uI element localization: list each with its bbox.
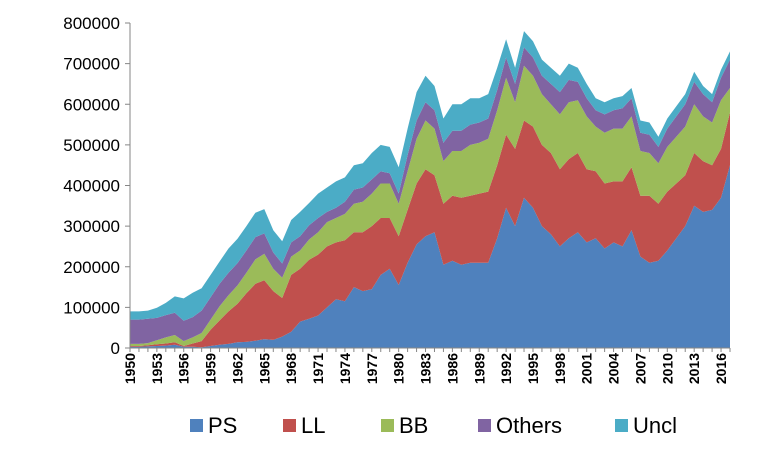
x-tick-label: 1962 — [230, 353, 246, 384]
legend-label: Others — [496, 413, 562, 438]
x-tick-label: 2001 — [579, 353, 595, 384]
legend-item-bb: BB — [381, 413, 428, 438]
legend-swatch — [615, 419, 628, 432]
y-tick-label: 700000 — [63, 55, 120, 74]
x-tick-label: 1995 — [525, 353, 541, 384]
x-tick-label: 1986 — [444, 353, 460, 384]
x-tick-label: 1989 — [471, 353, 487, 384]
y-tick-label: 600000 — [63, 95, 120, 114]
y-tick-label: 200000 — [63, 258, 120, 277]
x-tick-label: 1998 — [552, 353, 568, 384]
legend-label: Uncl — [633, 413, 677, 438]
x-tick-label: 1983 — [418, 353, 434, 384]
area-series-ll — [130, 112, 730, 348]
axes-layer: 0 100000 200000 300000 400000 500000 600000 700… — [63, 14, 731, 384]
area-series-others — [130, 47, 730, 344]
x-tick-label: 2016 — [713, 353, 729, 384]
x-tick-label: 2007 — [632, 353, 648, 384]
legend-label: BB — [399, 413, 428, 438]
legend-swatch — [478, 419, 491, 432]
x-tick-label: 2010 — [659, 353, 675, 384]
x-tick-label: 2004 — [606, 353, 622, 384]
legend-item-others: Others — [478, 413, 562, 438]
x-tick-label: 1968 — [283, 353, 299, 384]
x-tick-label: 1959 — [203, 353, 219, 384]
area-series-bb — [130, 65, 730, 346]
legend-item-ll: LL — [283, 413, 325, 438]
area-series-ps — [130, 165, 730, 348]
y-tick-label: 500000 — [63, 136, 120, 155]
legend: PS LL BB Others Uncl — [190, 413, 677, 438]
area-series-uncl — [130, 31, 730, 321]
legend-swatch — [381, 419, 394, 432]
legend-label: LL — [301, 413, 325, 438]
x-tick-label: 1950 — [122, 353, 138, 384]
x-tick-label: 1956 — [176, 353, 192, 384]
y-tick-label: 400000 — [63, 177, 120, 196]
x-tick-label: 1953 — [149, 353, 165, 384]
x-tick-label: 1965 — [256, 353, 272, 384]
x-tick-label: 1974 — [337, 353, 353, 384]
x-tick-label: 1977 — [364, 353, 380, 384]
legend-swatch — [283, 419, 296, 432]
areas-layer — [130, 31, 730, 348]
legend-item-uncl: Uncl — [615, 413, 677, 438]
y-tick-label: 100000 — [63, 298, 120, 317]
x-tick-label: 1980 — [391, 353, 407, 384]
y-tick-label: 0 — [111, 339, 120, 358]
x-tick-label: 2013 — [686, 353, 702, 384]
legend-swatch — [190, 419, 203, 432]
y-tick-label: 800000 — [63, 14, 120, 33]
legend-label: PS — [208, 413, 237, 438]
x-tick-label: 1971 — [310, 353, 326, 384]
y-tick-label: 300000 — [63, 217, 120, 236]
legend-item-ps: PS — [190, 413, 237, 438]
x-tick-label: 1992 — [498, 353, 514, 384]
